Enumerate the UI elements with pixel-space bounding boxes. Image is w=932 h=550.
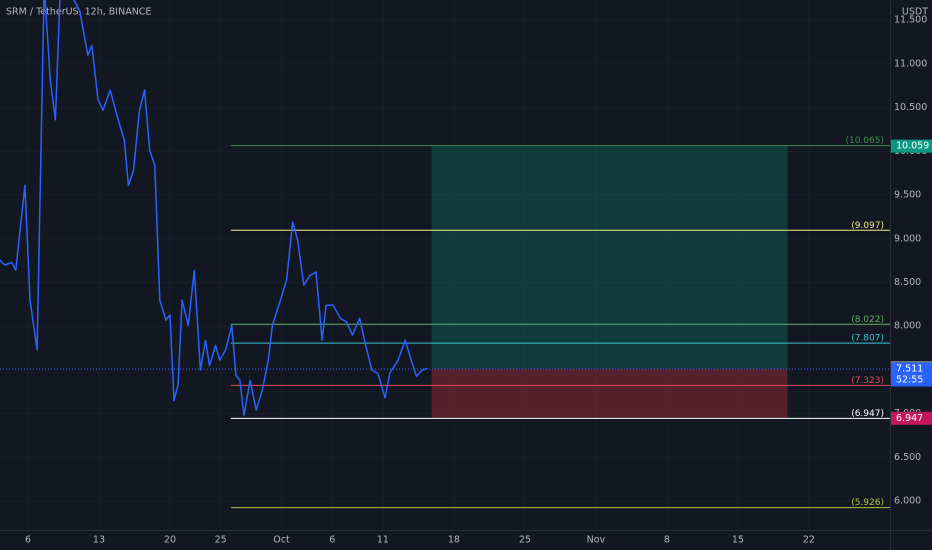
x-tick-label: 20 (164, 535, 176, 546)
level-label: (7.807) (851, 334, 884, 344)
y-tick-label: 6.500 (894, 452, 921, 463)
x-tick-label: 6 (25, 535, 31, 546)
y-tick-label: 6.000 (894, 496, 921, 507)
chart-title: SRM / TetherUS, 12h, BINANCE (6, 7, 151, 18)
x-tick-label: 13 (93, 535, 105, 546)
y-tick-label: 9.000 (894, 233, 921, 244)
price-badge (891, 139, 932, 153)
countdown-label: 52:55 (896, 374, 923, 385)
level-label: (8.022) (851, 315, 884, 325)
price-line (0, 0, 428, 417)
level-label: (7.323) (851, 376, 884, 386)
x-tick-label: Nov (587, 535, 606, 546)
y-tick-label: 9.500 (894, 190, 921, 201)
y-tick-label: 11.000 (894, 58, 927, 69)
target-zone (431, 146, 788, 369)
x-tick-label: 25 (519, 535, 531, 546)
price-unit: USDT (902, 7, 928, 18)
x-tick-label: 8 (664, 535, 670, 546)
price-badge-label: 10.059 (896, 141, 929, 152)
y-tick-label: 8.500 (894, 277, 921, 288)
y-tick-label: 10.500 (894, 102, 927, 113)
x-tick-label: 6 (329, 535, 335, 546)
x-tick-label: Oct (273, 535, 290, 546)
price-badge (891, 362, 932, 387)
level-label: (10.065) (845, 136, 884, 146)
x-tick-label: 11 (377, 535, 389, 546)
level-label: (6.947) (851, 409, 884, 419)
stop-zone (431, 368, 788, 419)
y-tick-label: 8.000 (894, 321, 921, 332)
price-badge-label: 6.947 (896, 413, 923, 424)
price-badge (891, 411, 932, 425)
x-tick-label: 18 (448, 535, 460, 546)
level-label: (9.097) (851, 221, 884, 231)
x-tick-label: 15 (732, 535, 744, 546)
plot-area (0, 0, 890, 509)
y-tick-label: 11.500 (894, 15, 927, 26)
x-tick-label: 25 (215, 535, 227, 546)
price-badge-label: 7.511 (896, 363, 923, 374)
x-tick-label: 22 (803, 535, 815, 546)
level-label: (5.926) (851, 498, 884, 508)
